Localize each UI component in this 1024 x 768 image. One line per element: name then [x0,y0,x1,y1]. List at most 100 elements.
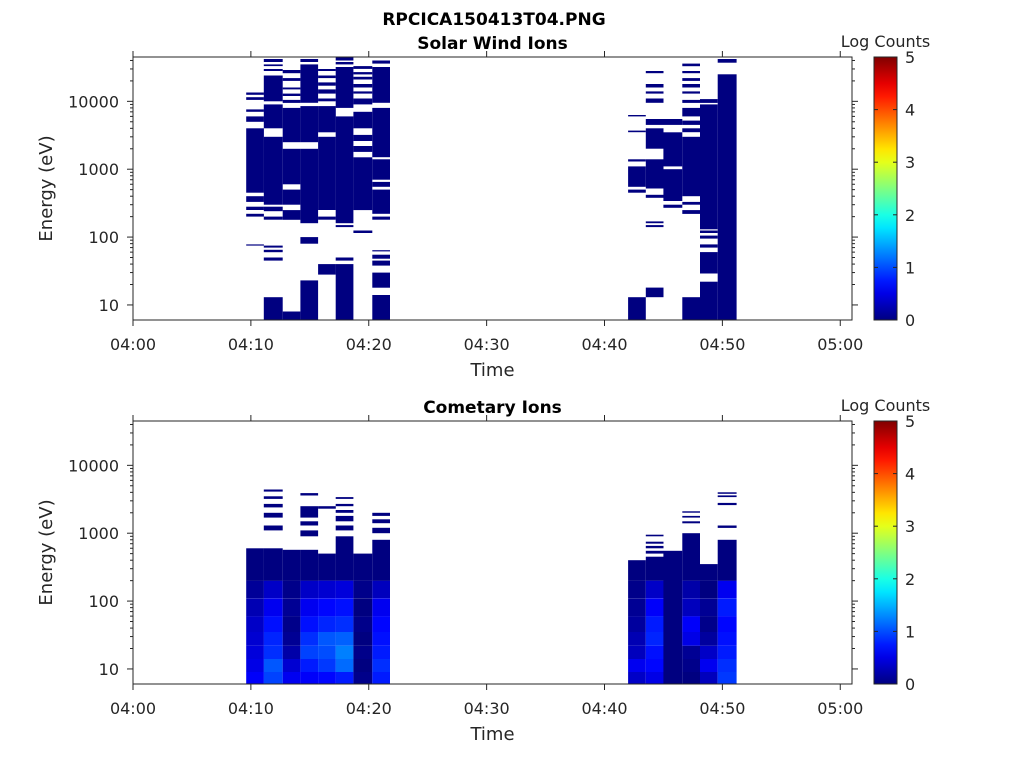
heatmap-cell [282,107,301,143]
heatmap-cell [353,157,373,211]
colorbar-tick-label: 3 [905,517,915,536]
colorbar-tick-label: 2 [905,570,915,589]
x-tick-label: 04:10 [228,699,274,718]
heatmap-cell [700,235,718,239]
heatmap-cell [318,632,336,646]
heatmap-cell [628,560,646,581]
heatmap-cell [663,132,683,167]
heatmap-cell [645,616,664,632]
heatmap-cell [372,580,390,599]
heatmap-cell [318,659,336,672]
heatmap-cell [682,201,700,205]
heatmap-cell [335,62,354,65]
heatmap-cell [628,598,646,617]
heatmap-cell [300,659,319,672]
heatmap-cell [682,78,700,81]
heatmap-cell [682,120,700,125]
panel-solar-wind-ions: 04:00 04:10 04:20 04:30 04:40 04:50 05:0010100… [36,32,930,381]
colorbar-label: Log Counts [841,396,931,415]
heatmap-cell [717,616,737,632]
heatmap-cell [717,580,737,599]
figure-title: RPCICA150413T04.PNG [382,10,605,30]
heatmap-cell [717,502,737,506]
heatmap-cell [300,280,319,320]
heatmap-cell [700,244,718,248]
heatmap-cell [645,545,664,549]
heatmap-cell [353,72,373,75]
colorbar-tick-label: 5 [905,412,915,431]
x-tick-label: 04:00 [110,335,156,354]
heatmap-cell [372,616,390,632]
heatmap-cell [335,497,354,499]
heatmap-cell [372,512,390,516]
heatmap-cell [372,260,390,266]
heatmap-cell [263,249,283,253]
heatmap-cell [335,116,354,224]
heatmap-cell [645,194,664,198]
colorbar-gradient [873,56,898,321]
heatmap-cell [353,632,373,646]
heatmap-cell [282,70,301,74]
heatmap-cell [300,530,319,537]
heatmap-cell [645,541,664,544]
panel-title: Cometary Ions [423,398,562,418]
heatmap-cell [300,645,319,659]
colorbar-tick-label: 4 [905,465,915,484]
colorbar-label: Log Counts [841,32,931,51]
heatmap-cell [628,115,646,117]
heatmap-cell [353,146,373,152]
heatmap-cell [700,672,718,684]
heatmap-cell [263,206,283,212]
x-axis-label: Time [469,360,514,381]
heatmap-cell [353,98,373,105]
heatmap-cell [645,556,664,581]
heatmap-cell [682,99,700,103]
heatmap-cell [700,99,718,103]
heatmap-cell [300,148,319,224]
heatmap-cell [353,111,373,129]
heatmap-cell [628,632,646,646]
heatmap-cell [318,506,336,509]
heatmap-cell [628,616,646,632]
heatmap-cells [246,57,737,320]
heatmap-cell [682,533,700,581]
heatmap-cell [700,616,718,632]
heatmap-cell [700,230,718,233]
heatmap-cell [318,82,336,86]
heatmap-cell [246,632,264,646]
heatmap-cell [300,506,319,518]
heatmap-cell [318,75,336,79]
colorbar-tick-label: 1 [905,258,915,277]
heatmap-cell [645,672,664,684]
heatmap-cell [682,511,700,513]
heatmap-cell [682,297,700,320]
heatmap-cell [682,515,700,518]
y-tick-label: 10000 [68,456,119,475]
x-tick-label: 04:20 [346,335,392,354]
colorbar-tick-label: 2 [905,206,915,225]
heatmap-cell [263,496,283,499]
heatmap-cell [263,645,283,659]
heatmap-cell [645,598,664,617]
heatmap-cell [353,134,373,141]
heatmap-cell [645,98,664,103]
x-tick-label: 04:40 [581,335,627,354]
heatmap-cell [335,510,354,513]
heatmap-cell [682,672,700,684]
heatmap-cell [372,632,390,646]
x-tick-label: 04:30 [464,699,510,718]
heatmap-cell [628,189,646,193]
heatmap-cell [645,119,664,125]
heatmap-cell [263,503,283,508]
heatmap-cell [246,206,264,210]
heatmap-cell [263,512,283,518]
y-tick-label: 100 [88,592,119,611]
heatmap-cell [318,598,336,617]
heatmap-cell [628,659,646,672]
heatmap-cell [318,616,336,632]
heatmap-cell [372,107,390,158]
heatmap-cell [353,91,373,94]
heatmap-cell [263,616,283,632]
heatmap-cell [645,645,664,659]
